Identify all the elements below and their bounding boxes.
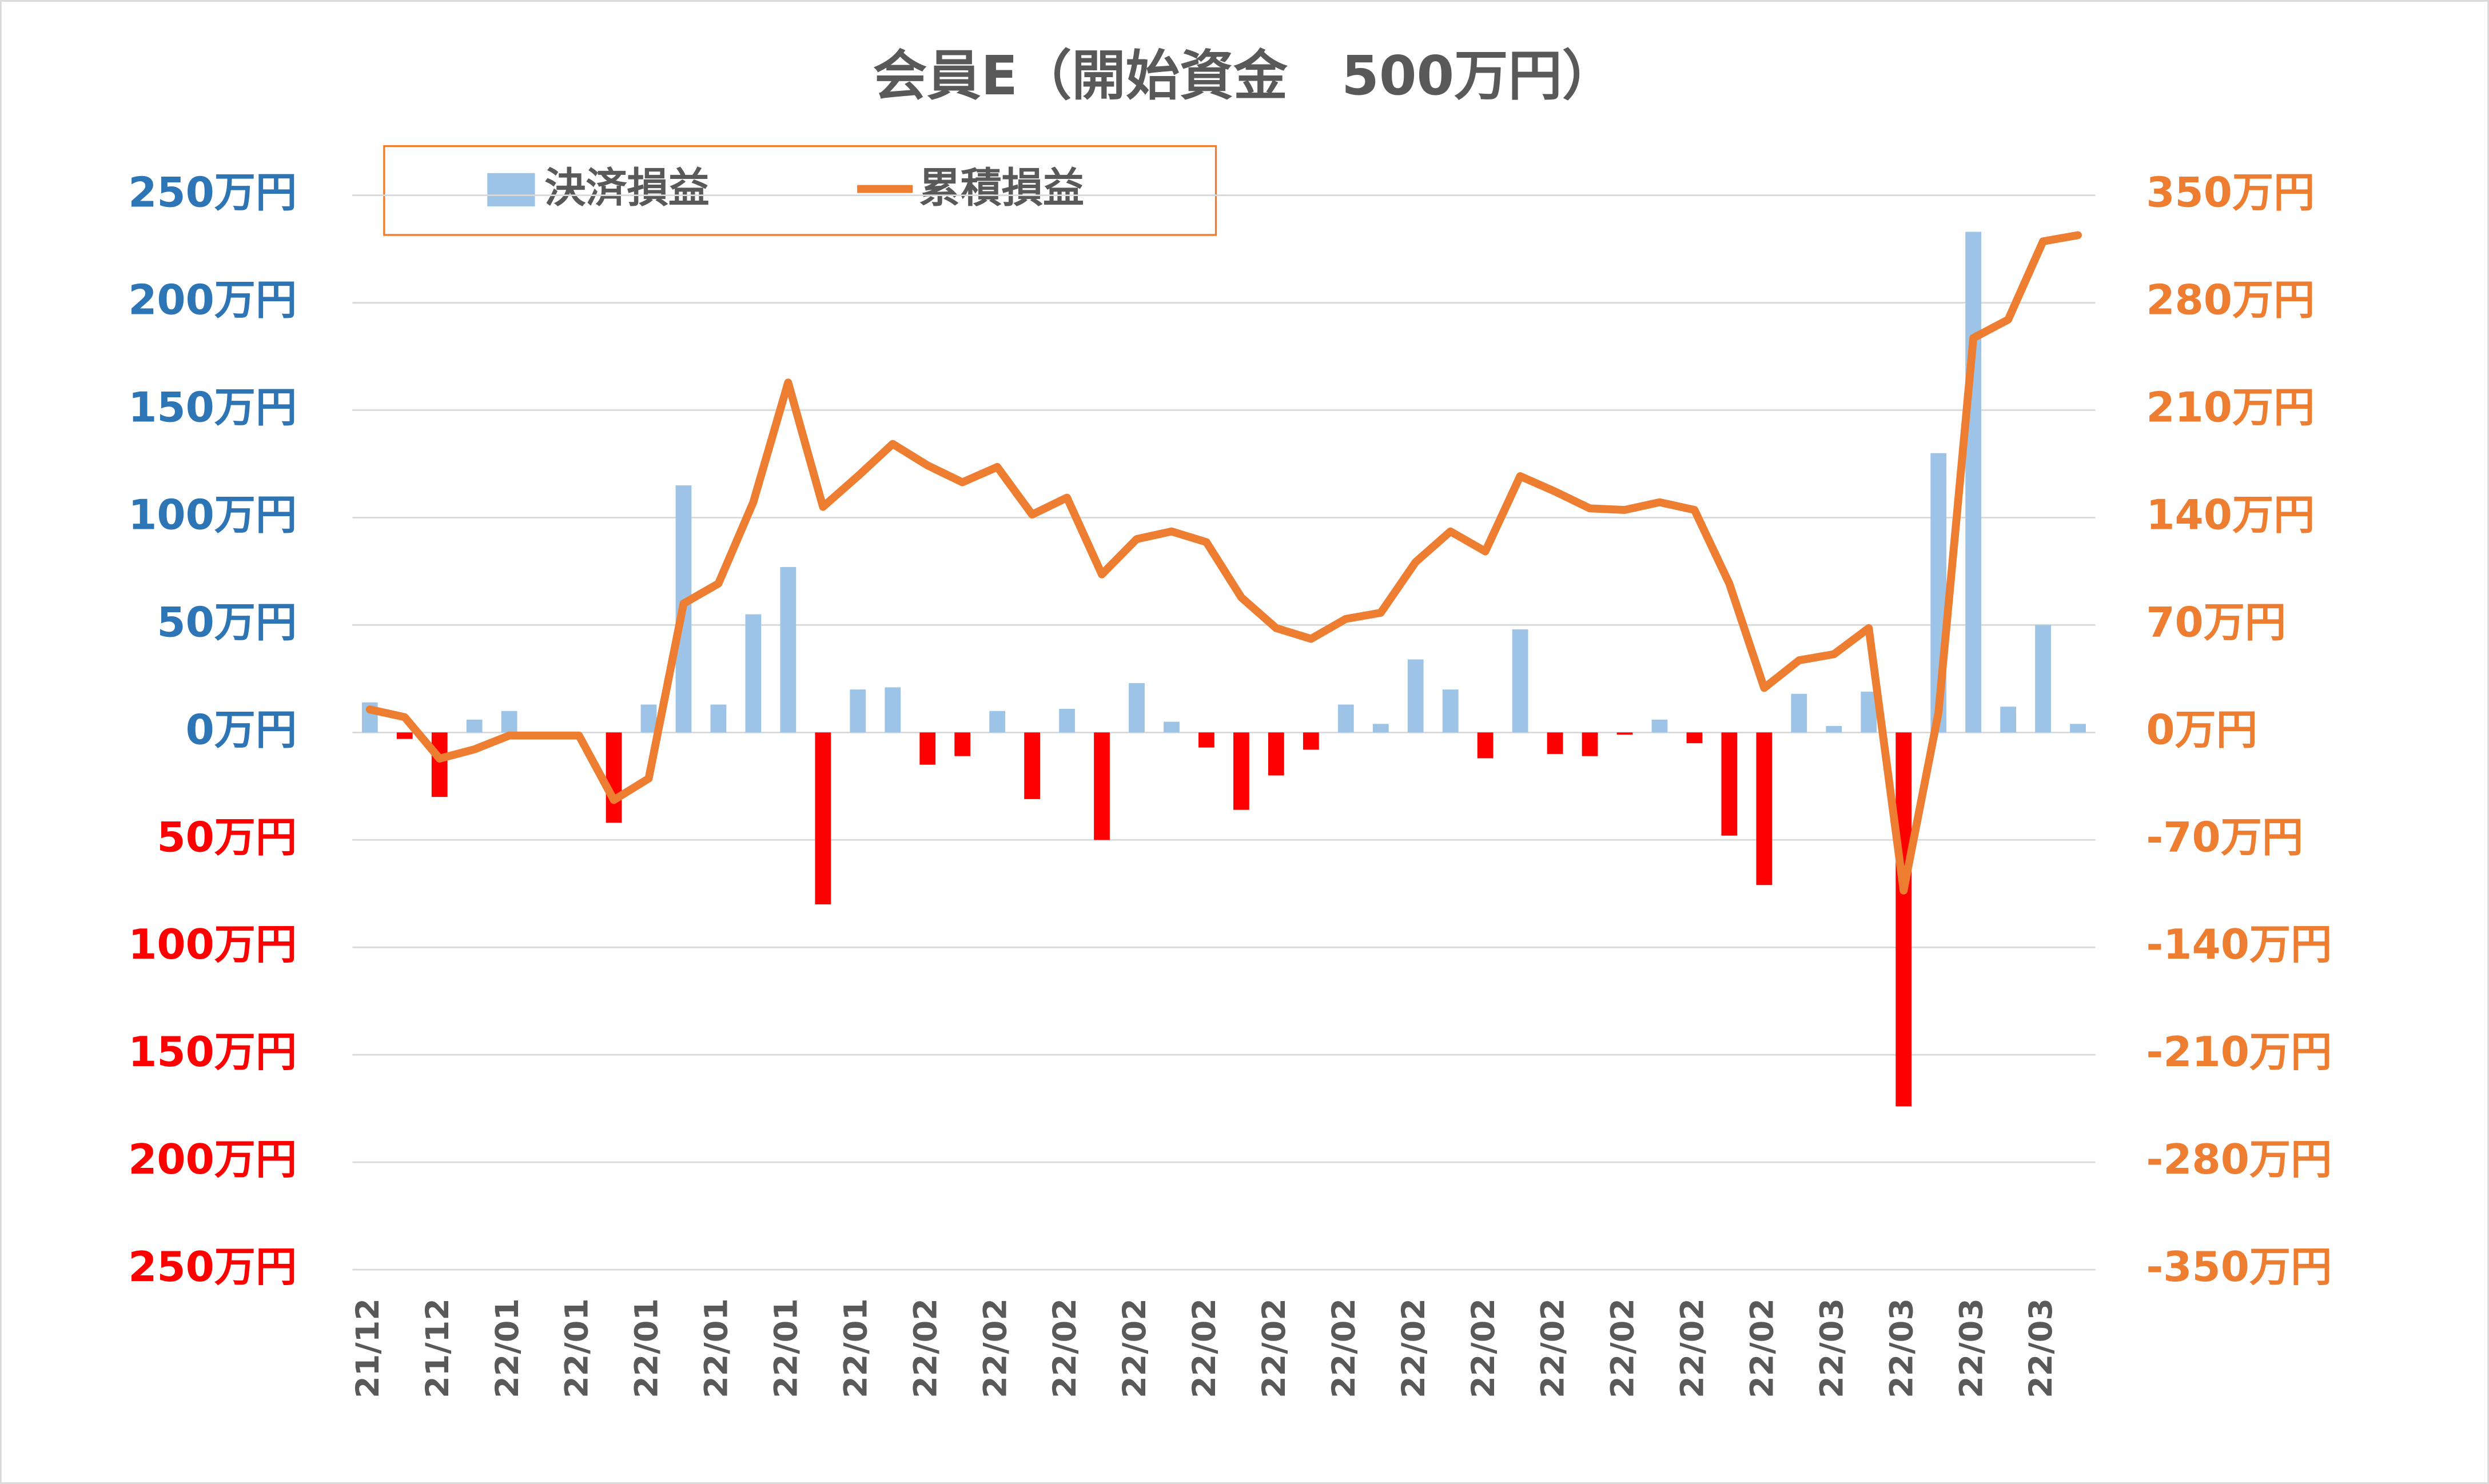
y2-tick-label: -280万円 xyxy=(2146,1136,2332,1184)
y2-tick-label: 280万円 xyxy=(2146,277,2315,325)
x-tick-label: 22/01 xyxy=(489,1298,526,1398)
bar xyxy=(1268,732,1284,776)
x-tick-label: 22/02 xyxy=(1046,1298,1084,1398)
bar xyxy=(1024,732,1040,799)
bar xyxy=(919,732,936,765)
bar xyxy=(1895,732,1912,1107)
x-tick-label: 22/03 xyxy=(2022,1298,2060,1398)
bar xyxy=(1129,683,1145,733)
x-tick-label: 22/03 xyxy=(1883,1298,1920,1398)
legend-label: 累積損益 xyxy=(919,164,1084,212)
bar xyxy=(1198,732,1214,748)
y2-tick-label: 140万円 xyxy=(2146,491,2315,539)
x-tick-label: 22/02 xyxy=(1256,1298,1293,1398)
y-tick-label: 150万円 xyxy=(128,1028,297,1076)
bar xyxy=(501,711,517,733)
bar xyxy=(1721,732,1738,836)
bar xyxy=(1582,732,1598,756)
y-tick-label: 50万円 xyxy=(157,599,297,647)
bar xyxy=(2070,724,2086,733)
x-tick-label: 22/01 xyxy=(837,1298,874,1398)
bar xyxy=(1512,629,1528,733)
y2-tick-label: 0万円 xyxy=(2146,706,2257,754)
y-tick-label: 200万円 xyxy=(128,277,297,325)
bar xyxy=(1861,691,1877,733)
x-tick-label: 22/02 xyxy=(1395,1298,1432,1398)
y-tick-label: 200万円 xyxy=(128,1136,297,1184)
bar xyxy=(1547,732,1563,754)
bar xyxy=(1442,689,1459,733)
y2-tick-label: -350万円 xyxy=(2146,1243,2332,1291)
legend-swatch xyxy=(487,173,535,207)
y2-tick-label: 210万円 xyxy=(2146,384,2315,432)
bar xyxy=(1164,721,1180,733)
bar xyxy=(815,732,831,905)
y2-tick-label: -140万円 xyxy=(2146,921,2332,969)
y2-tick-label: -70万円 xyxy=(2146,813,2303,861)
y-tick-label: 100万円 xyxy=(128,491,297,539)
bar xyxy=(1372,724,1389,733)
x-tick-label: 22/01 xyxy=(767,1298,805,1398)
bar xyxy=(885,687,901,733)
legend-label: 決済損益 xyxy=(544,164,710,212)
bar xyxy=(606,732,622,823)
x-tick-label: 22/02 xyxy=(1535,1298,1572,1398)
x-tick-label: 22/02 xyxy=(1325,1298,1363,1398)
bar xyxy=(1337,704,1354,733)
y-tick-label: 150万円 xyxy=(128,384,297,432)
bar xyxy=(431,732,448,797)
x-tick-label: 22/01 xyxy=(698,1298,735,1398)
bar xyxy=(780,567,797,733)
bar xyxy=(1407,659,1424,733)
x-tick-label: 22/02 xyxy=(1186,1298,1223,1398)
y-tick-label: 0万円 xyxy=(186,706,297,754)
x-tick-label: 22/02 xyxy=(1604,1298,1642,1398)
y-tick-label: 100万円 xyxy=(128,921,297,969)
legend: 決済損益 累積損益 xyxy=(487,164,1084,212)
bar xyxy=(1965,232,1982,733)
x-tick-label: 22/01 xyxy=(628,1298,666,1398)
bar xyxy=(2000,707,2016,733)
line xyxy=(365,231,2082,895)
bar xyxy=(954,732,971,756)
bar xyxy=(1756,732,1773,885)
bar xyxy=(850,689,866,733)
x-tick-label: 22/01 xyxy=(559,1298,596,1398)
bar xyxy=(466,719,483,733)
x-tick-label: 22/02 xyxy=(977,1298,1014,1398)
bar xyxy=(1233,732,1249,810)
bar xyxy=(396,732,413,739)
y-tick-label: 50万円 xyxy=(157,813,297,861)
x-tick-label: 21/12 xyxy=(349,1298,387,1398)
y2-tick-label: 70万円 xyxy=(2146,599,2286,647)
bar xyxy=(1651,719,1668,733)
x-tick-label: 22/02 xyxy=(1116,1298,1153,1398)
x-tick-label: 22/02 xyxy=(1465,1298,1502,1398)
bar xyxy=(1686,732,1703,744)
x-tick-label: 22/02 xyxy=(1743,1298,1781,1398)
x-tick-label: 22/02 xyxy=(1674,1298,1711,1398)
bar xyxy=(989,711,1006,733)
x-tick-label: 21/12 xyxy=(419,1298,456,1398)
bar xyxy=(1059,708,1075,733)
y2-tick-label: -210万円 xyxy=(2146,1028,2332,1076)
bar xyxy=(745,614,762,733)
y-tick-label: 250万円 xyxy=(128,1243,297,1291)
bar xyxy=(710,704,727,733)
bar xyxy=(1616,732,1633,735)
y-tick-label: 250万円 xyxy=(128,169,297,217)
bar xyxy=(640,704,657,733)
bar xyxy=(1826,726,1842,733)
bar xyxy=(2035,625,2051,733)
x-tick-label: 22/03 xyxy=(1953,1298,1990,1398)
bar xyxy=(1094,732,1110,840)
bar xyxy=(1477,732,1494,759)
bar xyxy=(1791,693,1807,733)
x-tick-label: 22/03 xyxy=(1813,1298,1850,1398)
y2-tick-label: 350万円 xyxy=(2146,169,2315,217)
bar xyxy=(1303,732,1319,750)
x-tick-label: 22/02 xyxy=(907,1298,944,1398)
chart-title: 会員E（開始資金 500万円） xyxy=(873,45,1616,107)
